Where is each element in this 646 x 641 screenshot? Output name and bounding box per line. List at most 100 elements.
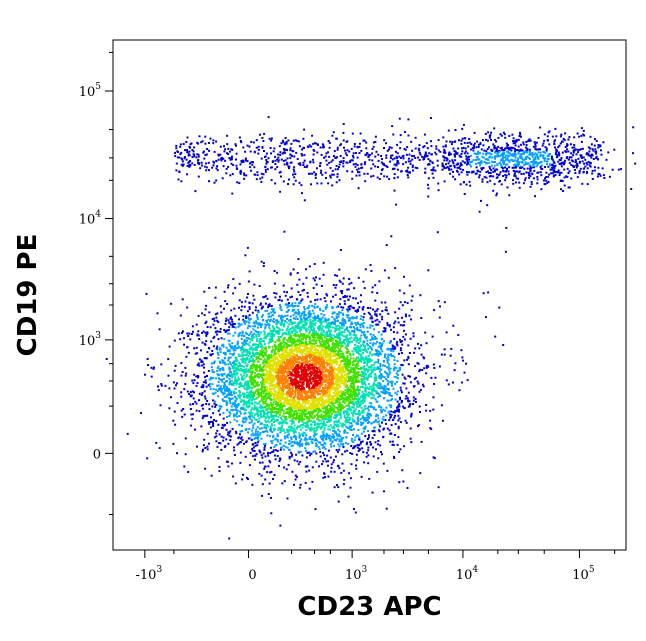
data-point (281, 366, 284, 369)
data-point (238, 369, 241, 372)
data-point (208, 422, 211, 425)
data-point (395, 372, 398, 375)
data-point (334, 414, 337, 417)
data-point (351, 424, 354, 427)
data-point (254, 406, 256, 409)
data-point (312, 323, 315, 325)
data-point (260, 437, 263, 440)
data-point (184, 453, 187, 456)
data-point (349, 407, 352, 410)
data-point (356, 367, 359, 370)
data-point (331, 306, 334, 309)
data-point (369, 414, 372, 417)
data-point (240, 301, 243, 304)
data-point (319, 344, 322, 347)
data-point (374, 408, 377, 411)
data-point (338, 325, 341, 328)
data-point (309, 362, 312, 365)
data-point (277, 416, 280, 419)
data-point (375, 337, 377, 340)
data-point (285, 380, 288, 383)
data-point (325, 338, 328, 341)
data-point (262, 318, 265, 321)
data-point (251, 432, 254, 435)
data-point (347, 413, 350, 416)
data-point (183, 337, 185, 340)
data-point (348, 472, 351, 475)
data-point (409, 375, 412, 378)
data-point (297, 425, 299, 428)
data-point (351, 417, 354, 420)
data-point (361, 394, 364, 397)
data-point (293, 374, 296, 377)
data-point (227, 389, 230, 392)
data-point (179, 314, 182, 317)
data-point (306, 352, 309, 355)
data-point (365, 451, 368, 454)
data-point (207, 370, 210, 372)
data-point (249, 451, 252, 454)
data-point (228, 366, 231, 369)
data-point (369, 366, 372, 369)
data-point (372, 342, 375, 345)
data-point (298, 404, 301, 407)
data-point (291, 355, 294, 357)
data-point (203, 314, 206, 317)
data-point (289, 353, 292, 355)
data-point (326, 356, 329, 359)
data-point (282, 284, 285, 287)
data-point (311, 309, 314, 312)
data-point (295, 345, 298, 348)
data-point (339, 360, 342, 362)
data-point (366, 364, 369, 367)
data-point (292, 374, 294, 376)
data-point (266, 425, 269, 428)
data-point (239, 354, 242, 357)
data-point (246, 476, 248, 479)
data-point (314, 299, 317, 302)
data-point (357, 347, 360, 350)
data-point (297, 325, 300, 328)
data-point (321, 389, 324, 391)
data-point (318, 406, 321, 409)
data-point (267, 315, 270, 318)
data-point (332, 429, 334, 432)
data-point (354, 297, 357, 300)
data-point (290, 445, 293, 448)
data-point (289, 373, 291, 376)
data-point (197, 330, 200, 333)
data-point (223, 307, 225, 310)
data-point (275, 396, 278, 399)
data-point (285, 310, 288, 313)
data-point (251, 387, 254, 390)
data-point (343, 374, 346, 376)
data-point (270, 311, 273, 314)
data-point (219, 362, 222, 364)
data-point (318, 386, 321, 389)
data-point (204, 447, 207, 449)
data-point (339, 401, 342, 404)
data-point (237, 368, 240, 371)
data-point (407, 405, 410, 408)
data-point (196, 375, 199, 377)
data-point (277, 412, 280, 415)
data-point (303, 356, 306, 359)
data-point (252, 446, 255, 449)
data-point (319, 451, 322, 453)
data-point (285, 421, 288, 424)
data-point (239, 391, 241, 394)
data-point (217, 388, 220, 391)
data-point (408, 352, 411, 354)
data-point (278, 298, 281, 301)
data-point (363, 419, 366, 422)
data-point (423, 357, 426, 360)
data-point (222, 369, 225, 372)
data-point (326, 352, 329, 355)
data-point (323, 414, 326, 417)
data-point (398, 307, 401, 310)
data-point (300, 403, 303, 406)
data-point (233, 454, 236, 456)
data-point (262, 361, 265, 363)
data-point (381, 310, 384, 313)
data-point (237, 345, 240, 348)
